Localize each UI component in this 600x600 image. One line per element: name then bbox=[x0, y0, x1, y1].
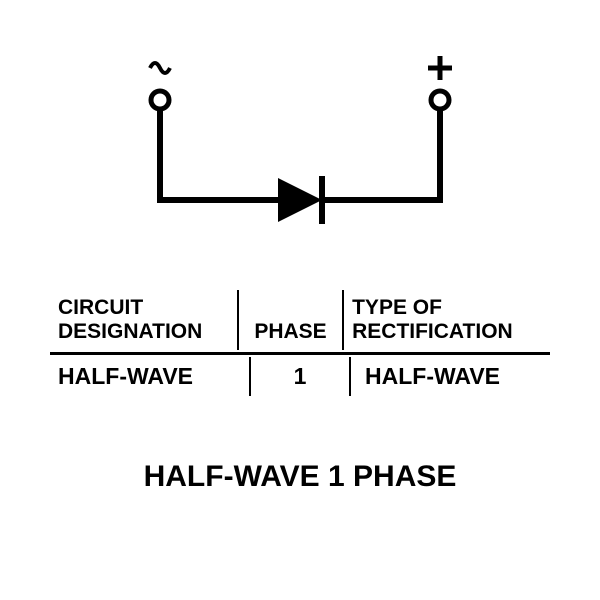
ac-terminal-icon bbox=[151, 91, 169, 109]
ac-symbol-icon bbox=[150, 63, 170, 73]
col-header-phase: PHASE bbox=[238, 290, 343, 350]
val-designation: HALF-WAVE bbox=[50, 357, 250, 396]
dc-terminal-icon bbox=[431, 91, 449, 109]
val-rectification: HALF-WAVE bbox=[350, 357, 550, 396]
circuit-diagram bbox=[100, 50, 500, 250]
col-header-rectification: TYPE OF RECTIFICATION bbox=[343, 290, 550, 350]
val-phase: 1 bbox=[250, 357, 350, 396]
table-divider bbox=[50, 352, 550, 355]
diagram-title: HALF-WAVE 1 PHASE bbox=[0, 460, 600, 494]
col-header-designation: CIRCUIT DESIGNATION bbox=[50, 290, 238, 350]
diode-triangle-icon bbox=[278, 178, 322, 222]
spec-table: CIRCUIT DESIGNATION PHASE TYPE OF RECTIF… bbox=[50, 290, 550, 396]
